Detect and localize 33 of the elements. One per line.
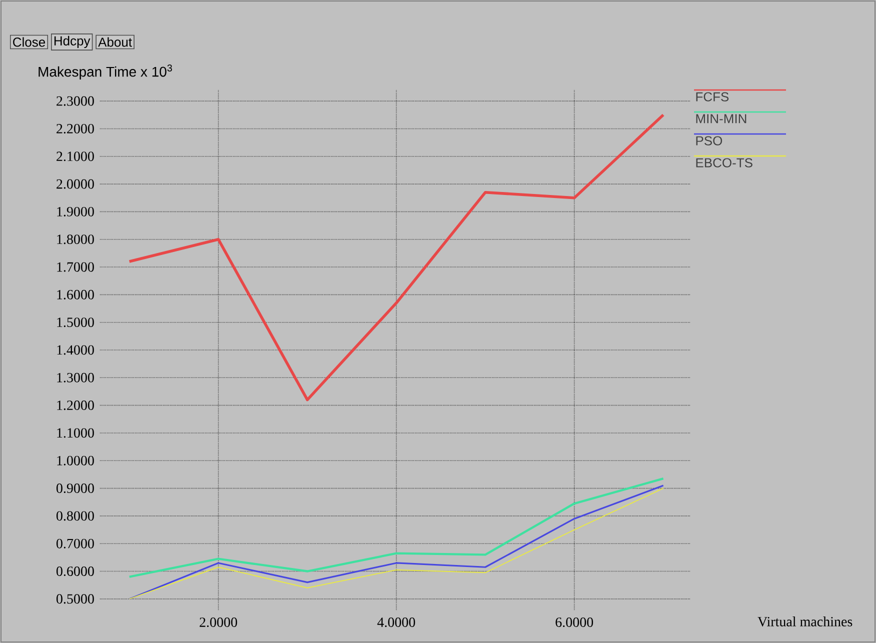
y-tick-label: 2.0000 bbox=[56, 179, 94, 189]
y-tick-label: 1.3000 bbox=[57, 372, 94, 382]
text: Hdcpy bbox=[54, 36, 90, 48]
text: MIN-MIN bbox=[696, 114, 746, 124]
x-tick-label: 4.0000 bbox=[377, 618, 416, 628]
y-tick-label: 2.3000 bbox=[56, 96, 94, 106]
x-tick-label: 6.0000 bbox=[556, 618, 594, 628]
y-tick-label: 1.7000 bbox=[57, 262, 94, 272]
y-tick-label: 0.9000 bbox=[56, 484, 94, 494]
y-tick-label: 1.5000 bbox=[57, 318, 94, 328]
y-tick-label: 2.1000 bbox=[56, 152, 94, 162]
y-tick-label: 0.7000 bbox=[56, 538, 94, 548]
line-series bbox=[128, 478, 664, 578]
x-tick-label: 2.0000 bbox=[200, 618, 238, 628]
y-tick-label: 1.9000 bbox=[57, 206, 94, 216]
y-tick-label: 0.6000 bbox=[56, 566, 94, 576]
y-tick-label: 1.8000 bbox=[57, 234, 94, 244]
y-axis-title: Makespan Time x 10$^{3}$ bbox=[38, 64, 172, 80]
y-tick-label: 0.8000 bbox=[56, 511, 94, 521]
y-tick-label: 1.6000 bbox=[57, 290, 94, 300]
y-tick-label: 1.2000 bbox=[57, 400, 94, 410]
x-axis-title: Virtual machines bbox=[758, 616, 852, 626]
text: Close bbox=[13, 37, 46, 47]
y-tick-label: 1.4000 bbox=[57, 345, 94, 355]
line-series bbox=[128, 113, 665, 402]
y-tick-label: 1.0000 bbox=[57, 456, 94, 466]
text: About bbox=[98, 37, 132, 47]
y-tick-label: 0.5000 bbox=[56, 594, 94, 604]
y-tick-label: 2.2000 bbox=[56, 124, 94, 134]
text: PSO bbox=[696, 136, 722, 146]
text: FCFS bbox=[696, 92, 729, 102]
text: EBCO-TS bbox=[696, 158, 752, 168]
y-tick-label: 1.1000 bbox=[57, 428, 94, 438]
